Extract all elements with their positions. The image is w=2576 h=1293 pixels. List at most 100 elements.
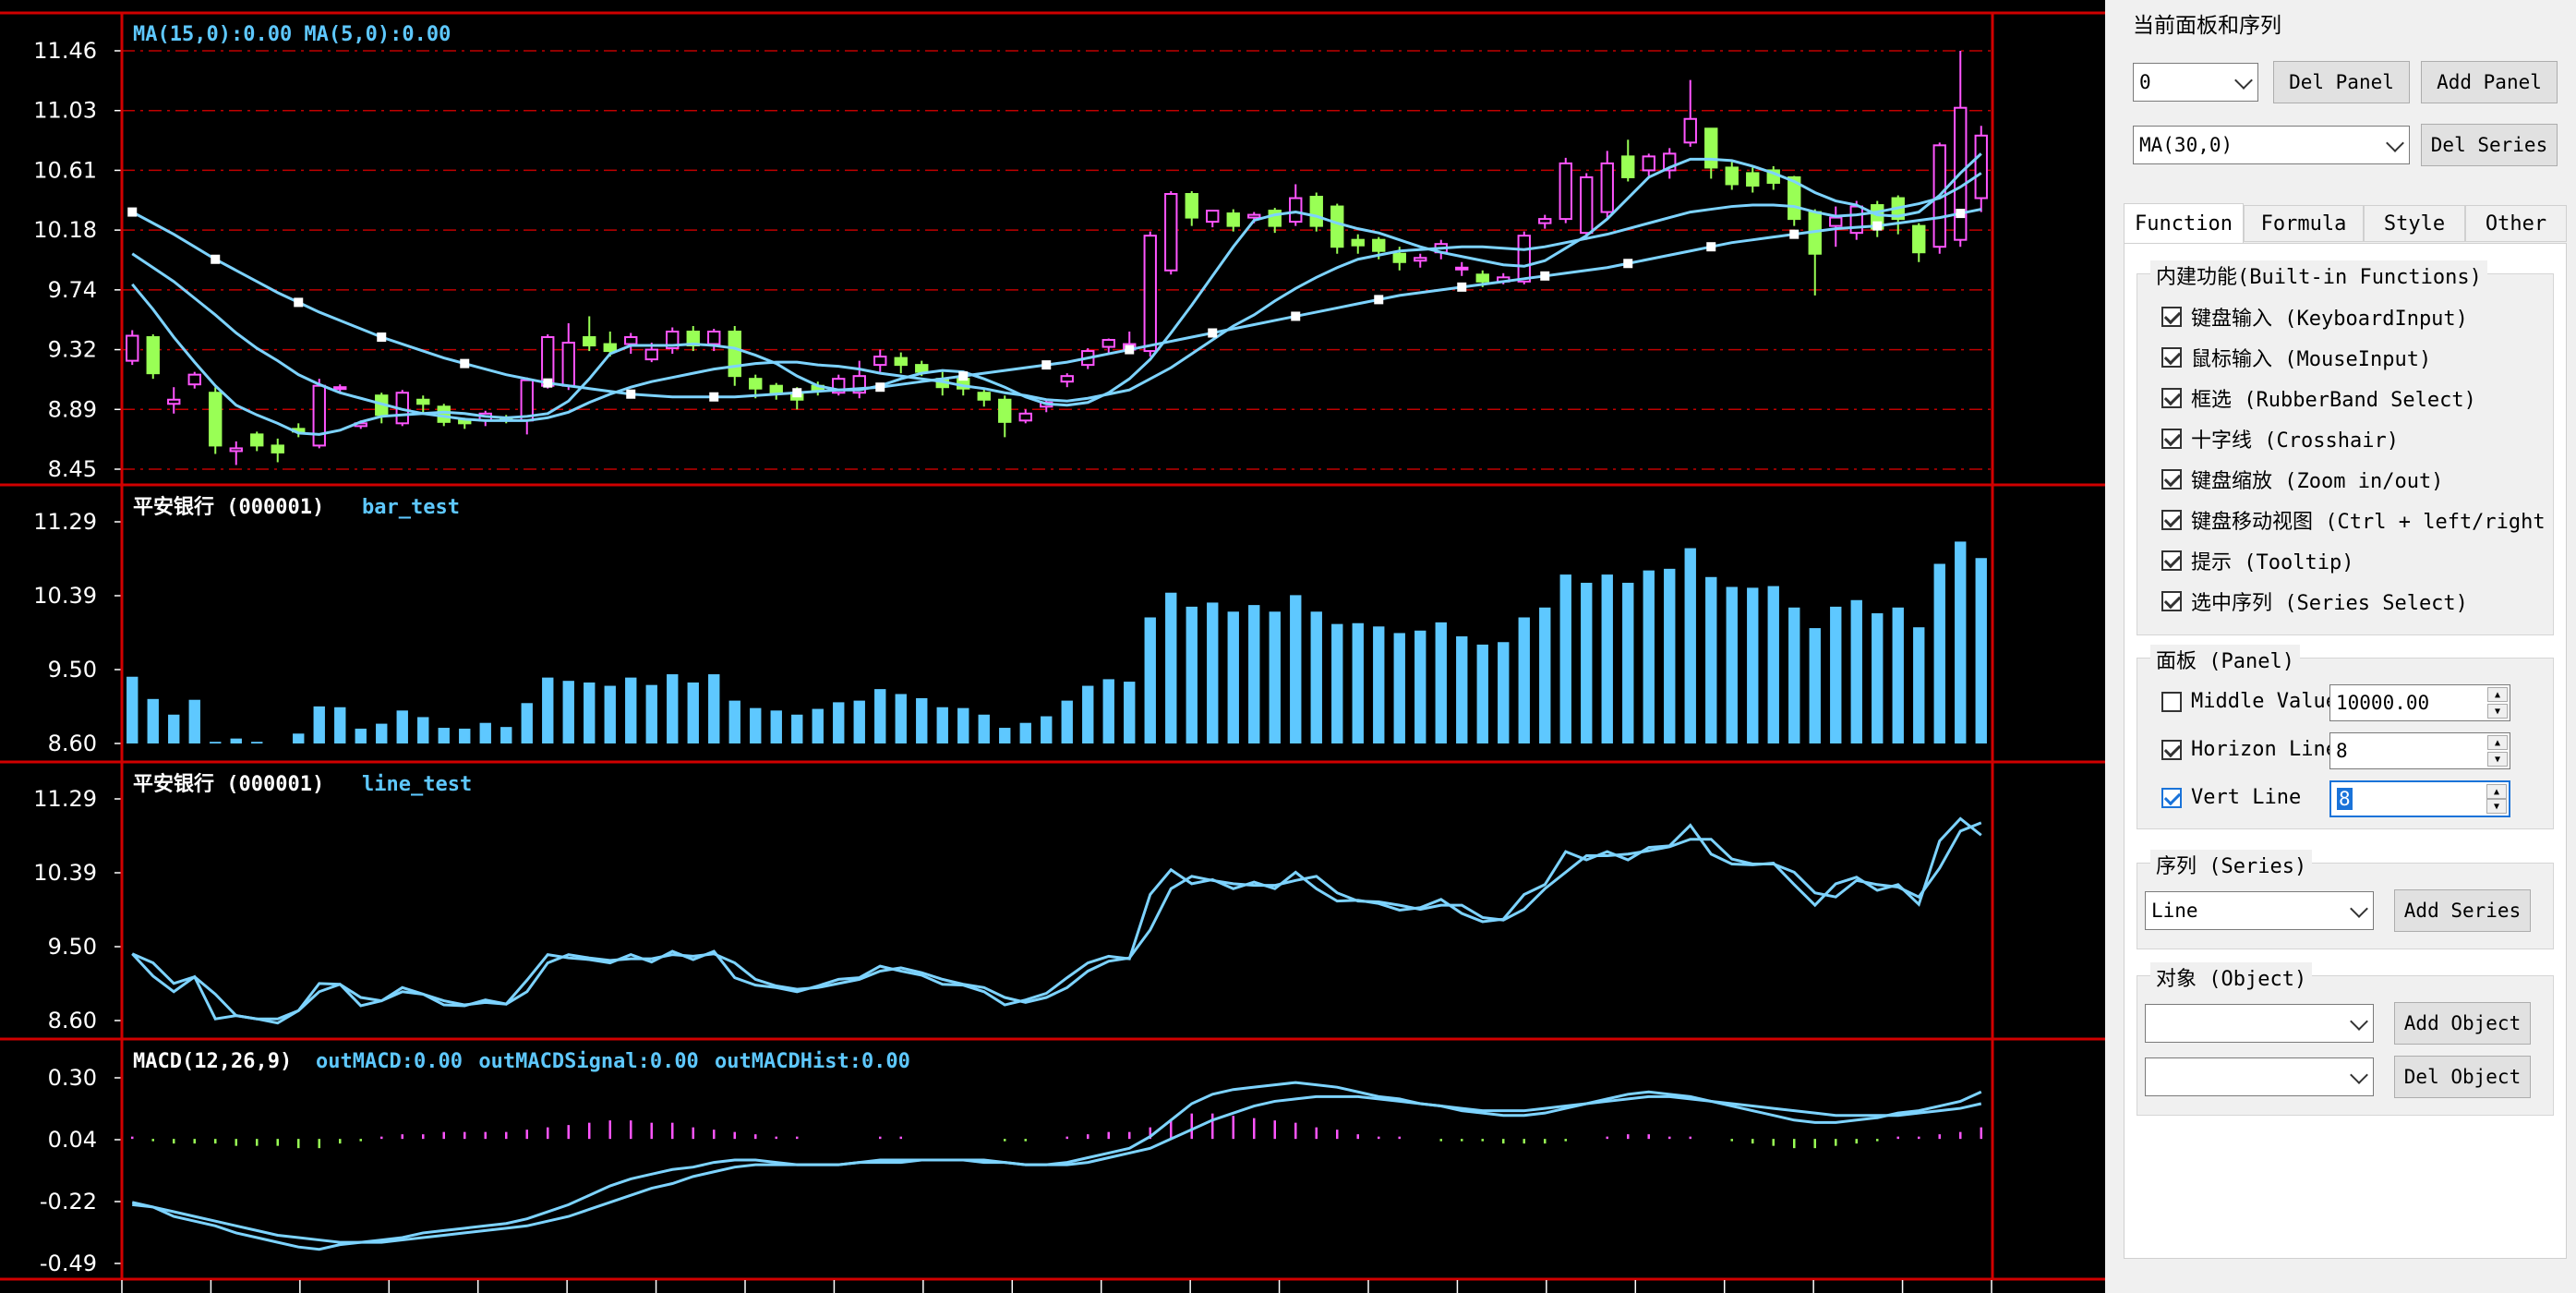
- tab-style[interactable]: Style: [2364, 205, 2465, 242]
- bar: [936, 707, 948, 743]
- ma-marker: [460, 358, 470, 369]
- bar: [1850, 599, 1862, 743]
- tab-formula[interactable]: Formula: [2244, 205, 2364, 242]
- control-panel: 当前面板和序列 0 Del Panel Add Panel MA(30,0) D…: [2105, 0, 2576, 1293]
- bar: [1643, 570, 1655, 743]
- candle-body: [1018, 412, 1032, 422]
- bar: [604, 685, 616, 743]
- object-select-2[interactable]: [2145, 1057, 2374, 1096]
- del-series-button[interactable]: Del Series: [2421, 124, 2558, 166]
- ma-marker: [377, 332, 387, 343]
- bar: [542, 677, 554, 743]
- checkbox-icon[interactable]: [2161, 510, 2182, 530]
- spin-value: 10000.00: [2336, 692, 2430, 714]
- candle-body: [728, 331, 741, 378]
- spin-down-icon[interactable]: ▼: [2486, 799, 2507, 814]
- checkbox-icon[interactable]: [2161, 591, 2182, 611]
- checkbox-icon[interactable]: [2161, 787, 2182, 808]
- object-select-1[interactable]: [2145, 1004, 2374, 1043]
- bar: [1019, 722, 1031, 743]
- series-select[interactable]: MA(30,0): [2133, 126, 2410, 164]
- cb-middle-value[interactable]: Middle Value: [2161, 690, 2338, 713]
- bar: [1144, 617, 1156, 743]
- cb-vert-line[interactable]: Vert Line: [2161, 786, 2301, 809]
- bar: [1872, 613, 1884, 743]
- cb-zoom[interactable]: 键盘缩放 (Zoom in/out): [2161, 465, 2443, 494]
- tab-function[interactable]: Function: [2124, 203, 2244, 244]
- bar: [1352, 622, 1364, 743]
- checkbox-icon[interactable]: [2161, 739, 2182, 760]
- spin-up-icon[interactable]: ▲: [2487, 735, 2508, 750]
- chart-area[interactable]: 11.46 11.03 10.61 10.18 9.74 9.32 8.89 8.45 11.2…: [0, 0, 2105, 1293]
- del-object-button[interactable]: Del Object: [2394, 1056, 2531, 1098]
- checkbox-icon[interactable]: [2161, 347, 2182, 368]
- candle-body: [1060, 375, 1074, 383]
- ma-marker: [1956, 209, 1966, 219]
- series-legend: line_test: [362, 773, 472, 796]
- add-series-button[interactable]: Add Series: [2394, 889, 2531, 932]
- tab-other[interactable]: Other: [2465, 205, 2567, 242]
- bar: [1435, 622, 1447, 743]
- spin-up-icon[interactable]: ▲: [2487, 687, 2508, 702]
- ma-line-1: [131, 152, 1982, 436]
- chevron-down-icon: [2350, 900, 2368, 918]
- bar: [1290, 595, 1302, 743]
- horizon-line-input[interactable]: 8 ▲ ▼: [2329, 732, 2510, 769]
- builtin-functions-title: 内建功能(Built-in Functions): [2150, 260, 2487, 290]
- bar: [479, 722, 491, 743]
- y-tick-label: -0.49: [40, 1251, 97, 1276]
- cb-keyboard-input[interactable]: 键盘输入 (KeyboardInput): [2161, 302, 2468, 332]
- bar: [210, 742, 222, 743]
- panel-index-select[interactable]: 0: [2133, 63, 2258, 102]
- candle-body: [1309, 196, 1323, 227]
- candle-body: [1185, 193, 1198, 219]
- candle-body: [1725, 166, 1739, 186]
- bar: [853, 700, 865, 743]
- cb-mouse-input[interactable]: 鼠标输入 (MouseInput): [2161, 343, 2431, 372]
- checkbox-icon[interactable]: [2161, 550, 2182, 571]
- candle-body: [1351, 238, 1365, 247]
- candle-body: [644, 348, 658, 361]
- ma-marker: [709, 392, 719, 402]
- cb-label: 键盘输入 (KeyboardInput): [2191, 308, 2468, 331]
- y-tick-label: 9.50: [48, 657, 97, 683]
- y-tick-label: 10.18: [33, 217, 97, 243]
- checkbox-icon[interactable]: [2161, 429, 2182, 449]
- spin-down-icon[interactable]: ▼: [2487, 704, 2508, 719]
- del-panel-button[interactable]: Del Panel: [2273, 61, 2410, 103]
- bar: [459, 728, 471, 743]
- macd-legend-item: outMACD:0.00: [316, 1050, 463, 1073]
- bar: [188, 699, 200, 743]
- candle-body: [749, 378, 763, 390]
- ma-marker: [1872, 221, 1883, 231]
- middle-value-input[interactable]: 10000.00 ▲ ▼: [2329, 684, 2510, 721]
- checkbox-icon[interactable]: [2161, 307, 2182, 327]
- add-panel-button[interactable]: Add Panel: [2421, 61, 2558, 103]
- checkbox-icon[interactable]: [2161, 469, 2182, 489]
- checkbox-icon[interactable]: [2161, 388, 2182, 408]
- spin-up-icon[interactable]: ▲: [2486, 784, 2507, 799]
- candle-body: [1912, 224, 1926, 254]
- cb-series-select[interactable]: 选中序列 (Series Select): [2161, 586, 2468, 616]
- bar: [313, 706, 325, 743]
- add-object-button[interactable]: Add Object: [2394, 1002, 2531, 1045]
- checkbox-icon[interactable]: [2161, 691, 2182, 712]
- ma-marker: [211, 254, 221, 264]
- cb-move-view[interactable]: 键盘移动视图 (Ctrl + left/right: [2161, 505, 2546, 535]
- candle-body: [1392, 252, 1406, 263]
- bar: [1767, 586, 1779, 743]
- chart-svg[interactable]: 11.46 11.03 10.61 10.18 9.74 9.32 8.89 8.45 11.2…: [0, 0, 2105, 1293]
- series-type-select[interactable]: Line: [2145, 891, 2374, 930]
- cb-rubberband[interactable]: 框选 (RubberBand Select): [2161, 383, 2476, 413]
- chevron-down-icon: [2234, 71, 2253, 90]
- candle-body: [1101, 339, 1115, 348]
- bar: [1913, 627, 1925, 743]
- candle-body: [1704, 127, 1718, 169]
- cb-crosshair[interactable]: 十字线 (Crosshair): [2161, 424, 2399, 453]
- bar: [1622, 583, 1634, 743]
- cb-horizon-line[interactable]: Horizon Line: [2161, 738, 2338, 761]
- cb-tooltip[interactable]: 提示 (Tooltip): [2161, 546, 2353, 575]
- spin-down-icon[interactable]: ▼: [2487, 752, 2508, 767]
- vert-line-input[interactable]: 8 ▲ ▼: [2329, 780, 2510, 817]
- ma-marker: [958, 371, 969, 381]
